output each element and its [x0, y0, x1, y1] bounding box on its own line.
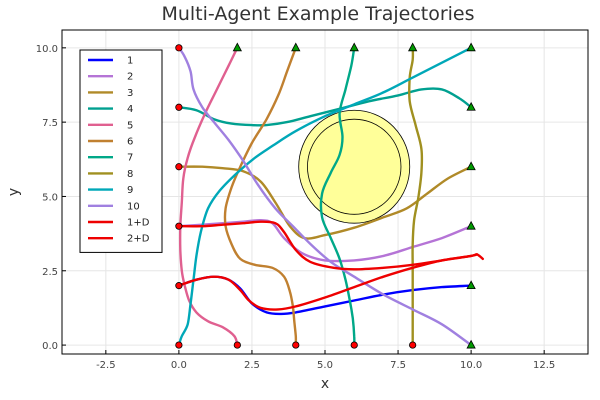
start-marker: [175, 44, 183, 52]
x-tick-label: 12.5: [533, 360, 555, 371]
y-axis-ticks: 0.0 2.5 5.0 7.5 10.0: [36, 44, 66, 352]
start-marker: [292, 341, 300, 349]
x-axis-ticks: -2.5 0.0 2.5 5.0 7.5 10.0 12.5: [96, 350, 555, 371]
start-marker: [175, 103, 183, 111]
series-line-9: [177, 46, 473, 347]
series-line-2+D: [177, 220, 479, 271]
legend-label-5: 5: [127, 120, 133, 131]
goal-marker: [466, 101, 476, 111]
y-tick-label: 10.0: [36, 44, 58, 55]
markers: [175, 42, 476, 349]
start-marker: [350, 341, 358, 349]
goal-marker: [407, 42, 418, 52]
goal-marker: [466, 339, 476, 349]
goal-marker: [466, 280, 476, 290]
start-marker: [233, 341, 241, 349]
legend-label-10: 10: [127, 201, 140, 212]
x-tick-label: 10.0: [460, 360, 482, 371]
obstacle: [298, 109, 411, 224]
goal-marker: [466, 220, 476, 230]
series-layer: [177, 46, 484, 347]
y-tick-label: 5.0: [42, 192, 58, 203]
x-tick-label: 7.5: [390, 360, 406, 371]
x-tick-label: -2.5: [96, 360, 116, 371]
start-marker: [409, 341, 417, 349]
series-line-7: [319, 46, 356, 347]
legend-box: [79, 49, 163, 253]
series-line-4: [177, 87, 473, 127]
goal-marker: [466, 42, 476, 52]
x-tick-label: 5.0: [317, 360, 333, 371]
legend-label-1+D: 1+D: [127, 218, 150, 229]
legend-label-7: 7: [127, 153, 133, 164]
legend-label-6: 6: [127, 137, 133, 148]
x-tick-label: 2.5: [244, 360, 260, 371]
y-tick-label: 2.5: [42, 267, 58, 278]
series-line-10: [177, 46, 473, 347]
legend-label-2+D: 2+D: [127, 234, 150, 245]
y-tick-label: 7.5: [42, 118, 58, 129]
legend-label-8: 8: [127, 169, 133, 180]
chart-title: Multi-Agent Example Trajectories: [161, 3, 474, 25]
start-marker: [175, 222, 183, 230]
legend-label-4: 4: [127, 104, 133, 115]
goal-marker: [349, 42, 359, 52]
start-marker: [175, 341, 183, 349]
goal-marker: [232, 42, 242, 52]
legend-label-3: 3: [127, 88, 133, 99]
legend-label-1: 1: [127, 56, 133, 67]
start-marker: [175, 282, 183, 290]
x-axis-label: x: [321, 376, 329, 392]
obstacle-inner: [307, 118, 402, 215]
x-tick-label: 0.0: [171, 360, 187, 371]
y-tick-label: 0.0: [42, 341, 58, 352]
start-marker: [175, 163, 183, 171]
legend-label-9: 9: [127, 185, 133, 196]
goal-marker: [466, 161, 476, 171]
legend: 1 2 3 4 5 6 7 8 9 10 1+D 2+D: [79, 49, 163, 253]
goal-marker: [291, 42, 301, 52]
legend-label-2: 2: [127, 72, 133, 83]
y-axis-label: y: [6, 188, 22, 196]
